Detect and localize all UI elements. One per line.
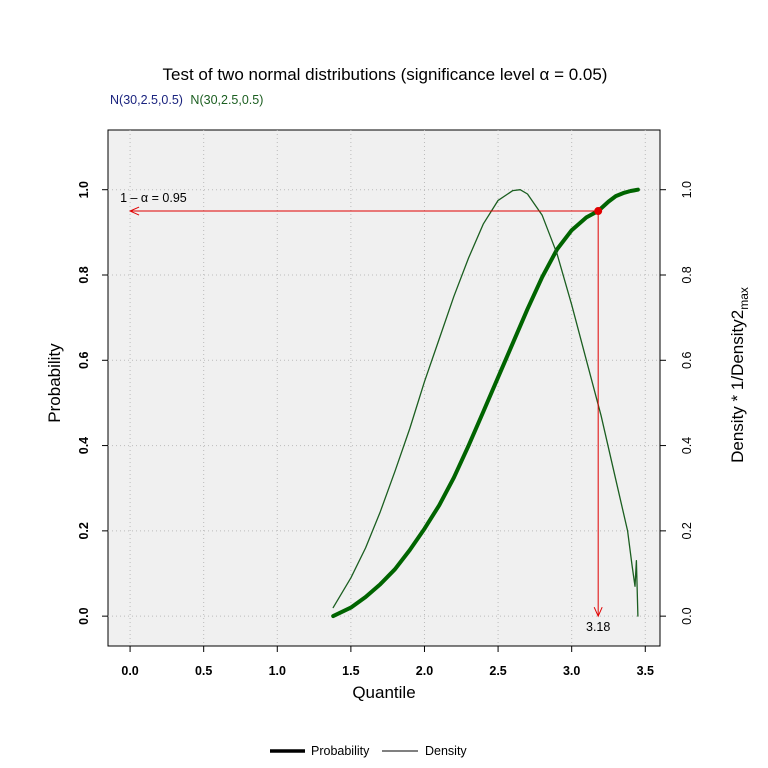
series-line-probability: [331, 187, 640, 619]
y-tick-label-2: 0.4: [77, 437, 91, 454]
series-line-density: [332, 189, 639, 617]
y-right-tick-label-5: 1.0: [680, 181, 694, 198]
series-layer: [331, 187, 640, 619]
x-tick-label-4: 2.0: [416, 664, 433, 678]
y-axis-right-title-main: Density * 1/Density2: [728, 310, 747, 463]
legend-probability-label: Probability: [311, 744, 370, 758]
y-right-tick-label-0: 0.0: [680, 607, 694, 624]
x-tick-label-0: 0.0: [121, 664, 138, 678]
subtitle-series-1: N(30,2.5,0.5): [110, 93, 183, 107]
alpha-arrow-head: [128, 206, 140, 216]
grid: [108, 130, 660, 646]
y-tick-label-0: 0.0: [77, 607, 91, 624]
x-tick-label-1: 0.5: [195, 664, 212, 678]
y-tick-label-1: 0.2: [77, 522, 91, 539]
x-tick-label-3: 1.5: [342, 664, 359, 678]
y-axis-right: 0.0 0.2 0.4 0.6 0.8 1.0: [660, 181, 694, 625]
y-axis-right-title-sub: max: [737, 287, 751, 310]
quantile-point: [594, 207, 603, 216]
legend-density-label: Density: [425, 744, 467, 758]
x-tick-label-2: 1.0: [269, 664, 286, 678]
x-tick-label-5: 2.5: [489, 664, 506, 678]
chart-title: Test of two normal distributions (signif…: [163, 65, 608, 84]
subtitle-series-2: N(30,2.5,0.5): [190, 93, 263, 107]
quantile-arrow-head: [593, 606, 603, 618]
y-tick-label-5: 1.0: [77, 181, 91, 198]
y-tick-label-4: 0.8: [77, 266, 91, 283]
annotation-layer: 1 – α = 0.95 3.18: [120, 191, 610, 634]
x-tick-label-6: 3.0: [563, 664, 580, 678]
y-axis-left: 0.0 0.2 0.4 0.6 0.8 1.0: [77, 181, 108, 625]
y-right-tick-label-1: 0.2: [680, 522, 694, 539]
x-axis-title: Quantile: [352, 683, 415, 702]
x-axis: 0.0 0.5 1.0 1.5 2.0 2.5 3.0 3.5: [121, 646, 654, 678]
y-right-tick-label-2: 0.4: [680, 437, 694, 454]
legend: Probability Density: [270, 744, 467, 758]
y-right-tick-label-3: 0.6: [680, 352, 694, 369]
y-tick-label-3: 0.6: [77, 352, 91, 369]
alpha-label: 1 – α = 0.95: [120, 191, 187, 205]
y-right-tick-label-4: 0.8: [680, 266, 694, 283]
plot-area: [107, 129, 661, 647]
y-axis-right-title: Density * 1/Density2max: [728, 287, 751, 463]
y-axis-title: Probability: [45, 343, 64, 423]
x-tick-label-7: 3.5: [637, 664, 654, 678]
quantile-label: 3.18: [586, 620, 610, 634]
chart-subtitle: N(30,2.5,0.5) N(30,2.5,0.5): [110, 91, 263, 108]
